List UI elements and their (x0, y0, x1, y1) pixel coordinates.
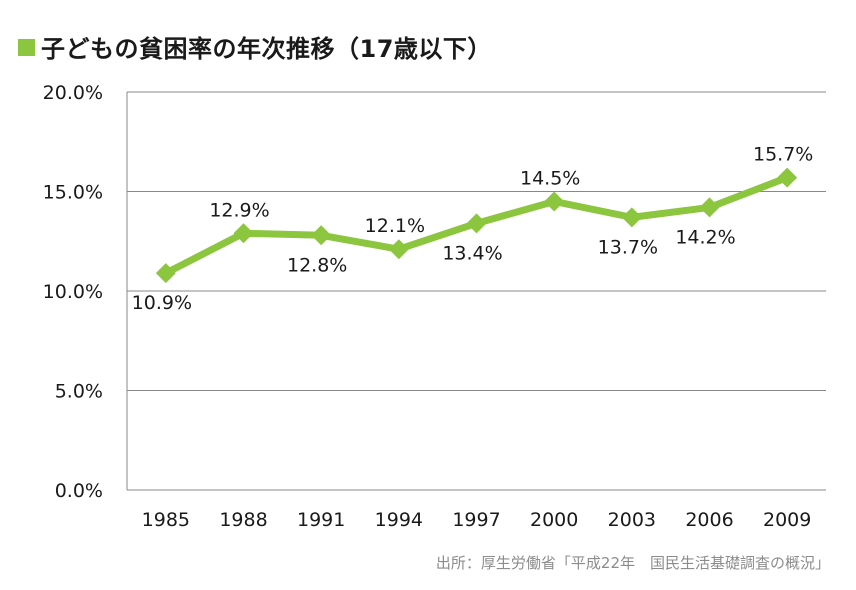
source-note: 出所：厚生労働省「平成22年 国民生活基礎調査の概況」 (435, 554, 830, 572)
data-point-marker (388, 239, 409, 260)
data-label: 13.7% (598, 236, 658, 258)
data-point-marker (777, 167, 798, 188)
y-tick-label: 20.0% (43, 82, 103, 104)
y-tick-label: 15.0% (43, 182, 103, 204)
x-tick-label: 1997 (452, 509, 500, 531)
y-tick-label: 0.0% (55, 480, 103, 502)
data-point-marker (621, 207, 642, 228)
data-point-marker (311, 225, 332, 246)
data-label: 13.4% (442, 242, 502, 264)
x-tick-label: 1988 (219, 509, 267, 531)
data-label: 12.9% (209, 199, 269, 221)
data-label: 15.7% (753, 144, 813, 166)
y-tick-label: 5.0% (55, 381, 103, 403)
data-point-marker (466, 213, 487, 234)
data-label: 10.9% (132, 292, 192, 314)
x-tick-label: 2003 (608, 509, 656, 531)
data-point-marker (699, 197, 720, 218)
x-tick-label: 2000 (530, 509, 578, 531)
x-tick-label: 2006 (685, 509, 733, 531)
chart-title: 子どもの貧困率の年次推移（17歳以下） (41, 34, 492, 63)
data-label: 14.2% (675, 226, 735, 248)
x-tick-label: 1994 (375, 509, 423, 531)
x-tick-label: 1985 (142, 509, 190, 531)
chart-title-row: 子どもの貧困率の年次推移（17歳以下） (18, 28, 492, 64)
x-tick-label: 2009 (763, 509, 811, 531)
data-label: 14.5% (520, 167, 580, 189)
data-point-marker (544, 191, 565, 212)
x-tick-label: 1991 (297, 509, 345, 531)
data-label: 12.8% (287, 254, 347, 276)
data-point-marker (155, 263, 176, 284)
y-tick-label: 10.0% (43, 281, 103, 303)
data-point-marker (233, 223, 254, 244)
data-label: 12.1% (365, 215, 425, 237)
title-square-icon (18, 38, 35, 56)
